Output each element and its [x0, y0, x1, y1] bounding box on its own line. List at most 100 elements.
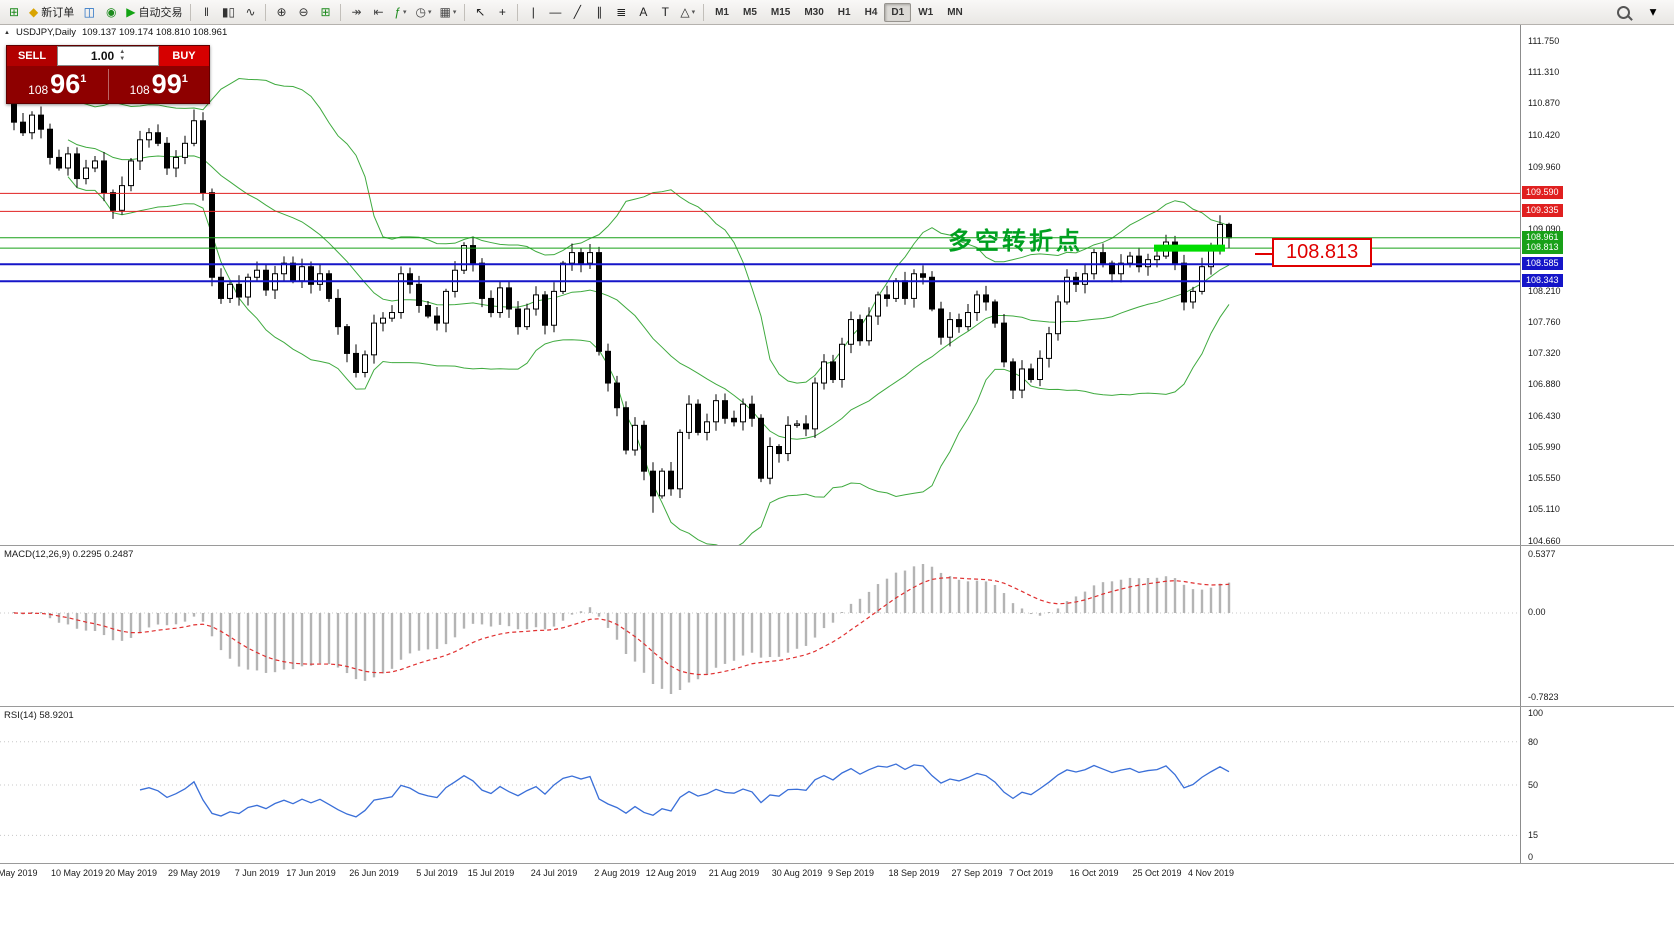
date-label: 25 Oct 2019	[1132, 868, 1182, 878]
rsi-plot-area[interactable]: RSI(14) 58.9201	[0, 707, 1520, 863]
buy-price-sup: 1	[181, 72, 188, 85]
new-order-button[interactable]: ◆ 新订单	[25, 2, 78, 22]
sell-button[interactable]: SELL	[7, 46, 57, 66]
fibonacci-button[interactable]: ≣	[610, 2, 632, 22]
new-chart-button[interactable]: ⊞	[3, 2, 25, 22]
auto-scroll-button[interactable]: ↠	[345, 2, 367, 22]
macd-histogram	[12, 563, 1231, 694]
crosshair-button[interactable]: +	[491, 2, 513, 22]
macd-plot-area[interactable]: MACD(12,26,9) 0.2295 0.2487	[0, 546, 1520, 706]
panel-separator[interactable]	[0, 545, 1674, 546]
timeframe-m15[interactable]: M15	[764, 3, 797, 22]
toolbar-right-group: ▾	[1612, 2, 1674, 22]
timeframe-h4[interactable]: H4	[858, 3, 885, 22]
candle	[389, 305, 395, 322]
candle	[128, 158, 134, 192]
timeframe-m5[interactable]: M5	[736, 3, 764, 22]
candle	[362, 350, 368, 378]
candle	[461, 242, 467, 275]
toolbar-separator	[265, 3, 267, 21]
templates-icon: ▦	[439, 5, 451, 19]
zoom-in-icon: ⊕	[276, 5, 287, 19]
tile-windows-button[interactable]: ⊞	[314, 2, 336, 22]
candle	[236, 275, 242, 306]
label-icon: T	[661, 5, 669, 19]
text-button[interactable]: A	[632, 2, 654, 22]
date-label: 20 May 2019	[104, 868, 158, 878]
candle	[875, 291, 881, 325]
bar-chart-button[interactable]: ǁ	[195, 2, 217, 22]
volume-down-icon[interactable]: ▼	[119, 56, 126, 62]
volume-up-icon[interactable]: ▲	[119, 49, 126, 56]
candle	[488, 290, 494, 318]
periods-button[interactable]: ◷ ▾	[411, 2, 435, 22]
timeframe-m30[interactable]: M30	[797, 3, 830, 22]
label-button[interactable]: T	[654, 2, 676, 22]
timeframe-d1[interactable]: D1	[884, 2, 912, 22]
volume-stepper[interactable]: 1.00 ▲ ▼	[57, 46, 159, 66]
panel-separator[interactable]	[0, 706, 1674, 707]
navigator-button[interactable]: ◉	[100, 2, 122, 22]
timeframe-m1[interactable]: M1	[708, 3, 736, 22]
toolbar-separator	[340, 3, 342, 21]
candle	[1019, 360, 1025, 399]
candle	[659, 468, 665, 499]
collapse-arrow-icon[interactable]: ▲	[4, 29, 10, 36]
auto-trading-icon: ▶	[126, 5, 136, 19]
indicators-button[interactable]: ƒ ▾	[389, 2, 411, 22]
charts-window-button[interactable]: ◫	[78, 2, 100, 22]
candle	[623, 401, 629, 455]
vertical-line-button[interactable]: |	[522, 2, 544, 22]
candle	[569, 243, 575, 271]
buy-button[interactable]: BUY	[159, 46, 209, 66]
arrows-icon: △	[680, 5, 690, 19]
new-order-button-label: 新订单	[41, 7, 75, 19]
candle	[812, 377, 818, 439]
templates-button[interactable]: ▦ ▾	[435, 2, 460, 22]
cursor-button[interactable]: ↖	[469, 2, 491, 22]
zoom-out-button[interactable]: ⊖	[292, 2, 314, 22]
price-tick: 107.760	[1528, 317, 1561, 328]
trade-panel-divider	[107, 69, 109, 100]
candlestick-chart-button[interactable]: ▮▯	[217, 2, 239, 22]
search-button[interactable]	[1612, 2, 1634, 22]
arrows-button[interactable]: △ ▾	[676, 2, 699, 22]
equidistant-channel-button[interactable]: ∥	[588, 2, 610, 22]
candle	[47, 123, 53, 165]
cursor-icon: ↖	[475, 5, 486, 19]
volume-arrows[interactable]: ▲ ▼	[119, 49, 125, 62]
date-label: 18 Sep 2019	[888, 868, 940, 878]
buy-price[interactable]: 108 99 1	[109, 66, 210, 103]
candle	[596, 246, 602, 356]
line-chart-button[interactable]: ∿	[239, 2, 261, 22]
toolbar: ⊞ ◆ 新订单 ◫ ◉ ▶ 自动交易 ǁ ▮▯ ∿ ⊕ ⊖ ⊞ ↠ ⇤ ƒ ▾ ◷ ▾ ▦ ▾ ↖ + | — ╱ ∥ ≣ A T △ ▾ M1…	[0, 0, 1674, 25]
candle	[506, 280, 512, 318]
sell-price[interactable]: 108 96 1	[7, 66, 108, 103]
price-chart-svg[interactable]	[0, 25, 1520, 545]
candle	[56, 149, 62, 171]
price-scale[interactable]: 111.750 111.310 110.870 110.420 109.960 109.0…	[1520, 25, 1674, 545]
price-tag[interactable]: 108.813	[1272, 238, 1373, 267]
price-tick: 105.990	[1528, 442, 1561, 453]
price-plot-area[interactable]: ▲ USDJPY,Daily 109.137 109.174 108.810 1…	[0, 25, 1520, 545]
toolbar-more-button[interactable]: ▾	[1642, 2, 1664, 22]
candle	[533, 286, 539, 316]
timeframe-w1[interactable]: W1	[911, 3, 940, 22]
price-tick: 111.750	[1528, 36, 1560, 47]
timeframe-h1[interactable]: H1	[831, 3, 858, 22]
zoom-in-button[interactable]: ⊕	[270, 2, 292, 22]
timeframe-mn[interactable]: MN	[940, 3, 970, 22]
date-label: 12 Aug 2019	[645, 868, 697, 878]
horizontal-line-button[interactable]: —	[544, 2, 566, 22]
sell-price-prefix: 108	[28, 82, 49, 97]
rsi-tick: 80	[1528, 736, 1539, 747]
rsi-scale: 100 80 50 15 0	[1520, 707, 1674, 863]
price-panel: ▲ USDJPY,Daily 109.137 109.174 108.810 1…	[0, 25, 1674, 545]
turning-point-annotation: 多空转折点	[948, 228, 1083, 255]
auto-trading-button[interactable]: ▶ 自动交易	[122, 2, 186, 22]
chevron-down-icon: ▾	[403, 9, 407, 16]
macd-scale: 0.5377 0.00 -0.7823	[1520, 546, 1674, 706]
trendline-button[interactable]: ╱	[566, 2, 588, 22]
chart-shift-button[interactable]: ⇤	[367, 2, 389, 22]
